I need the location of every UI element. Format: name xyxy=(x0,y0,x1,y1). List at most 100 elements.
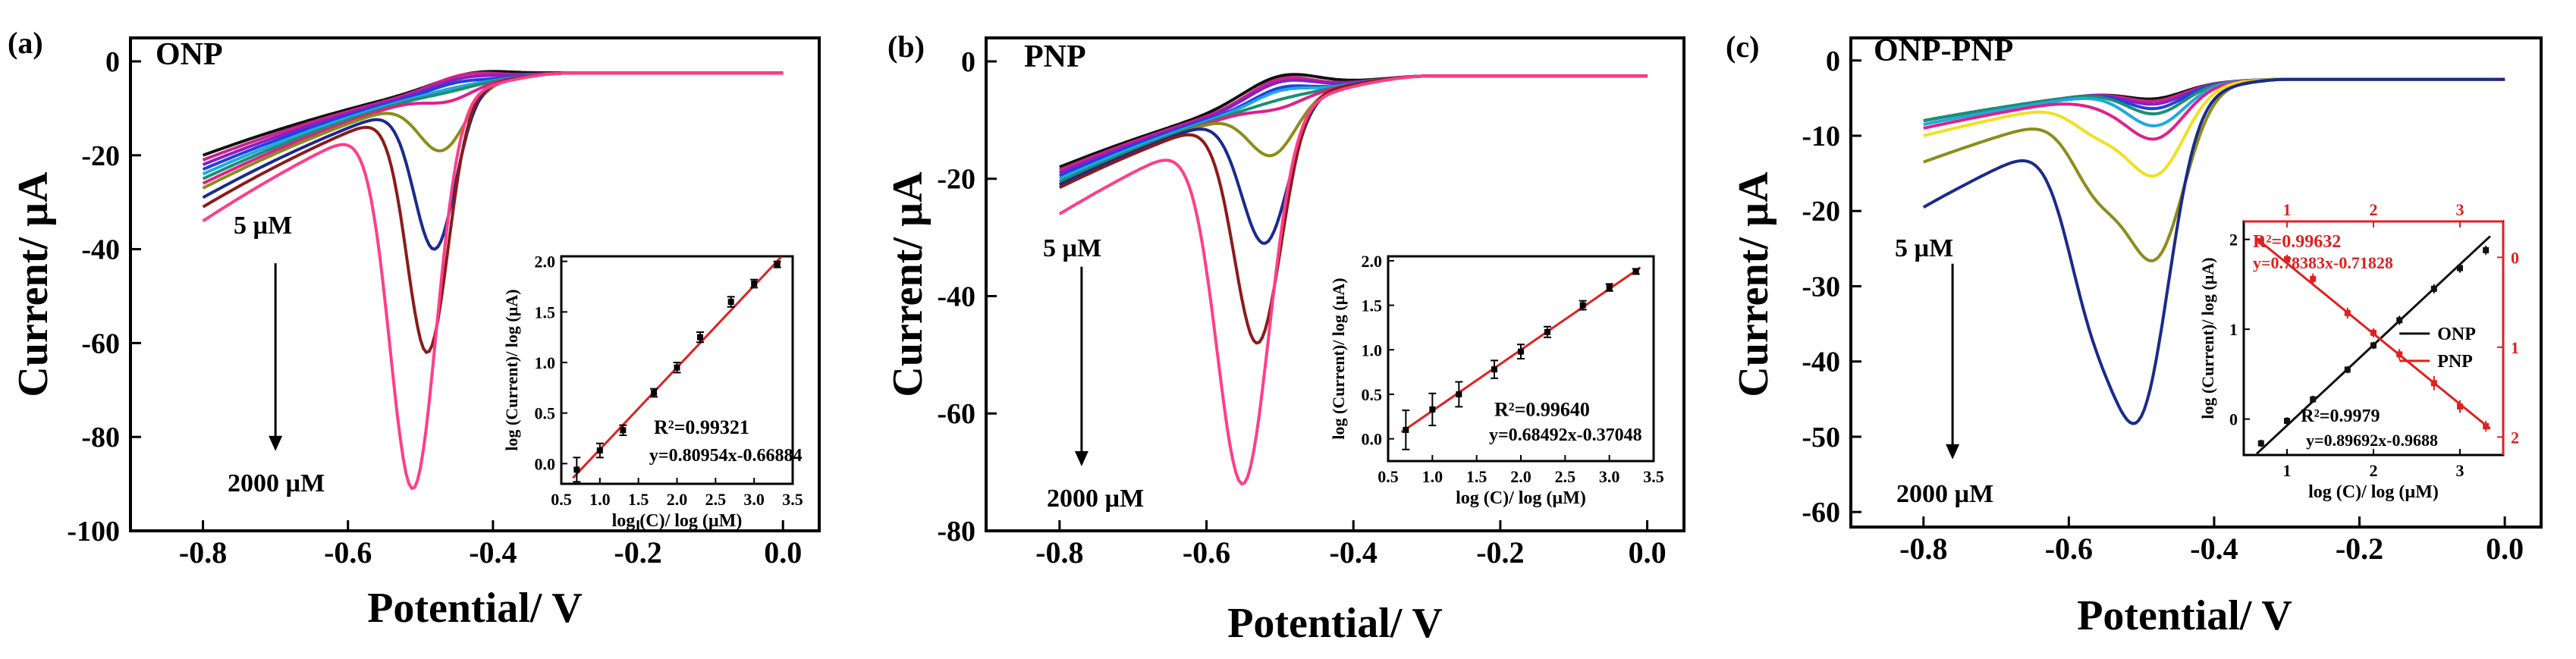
x-tick-label: -0.6 xyxy=(324,535,372,570)
inset-top-tick-label: 3 xyxy=(2456,200,2464,219)
curve-c4 xyxy=(1059,74,1648,177)
inset-x-tick-label: 2.0 xyxy=(667,490,688,509)
inset-y-tick-label: 0.5 xyxy=(1362,385,1383,404)
inset-plot: 0.5 1.0 1.5 2.0 2.5 3.0 3.5 0.0 0.5 1.0 1.5 2.0 log … xyxy=(1329,252,1664,508)
inset-x-tick-label: 3.5 xyxy=(782,490,803,509)
panel-title: ONP-PNP xyxy=(1874,33,2013,68)
inset-y-tick-label: 1.5 xyxy=(1362,297,1383,315)
arrow-head xyxy=(1946,444,1960,460)
x-tick-label: -0.8 xyxy=(179,535,227,570)
data-point xyxy=(620,427,627,434)
data-point xyxy=(596,447,603,453)
x-axis-title: Potential/ V xyxy=(367,585,583,632)
data-point xyxy=(774,261,781,268)
panel-title: PNP xyxy=(1024,39,1086,74)
x-tick-label: 0.0 xyxy=(764,535,802,570)
inset-plot: 0.5 1.0 1.5 2.0 2.5 3.0 3.5 0.0 0.5 1.0 1.5 2.0 log … xyxy=(502,253,803,531)
onp-data-point xyxy=(2483,246,2490,253)
fit-equation-onp: y=0.89692x-0.9688 xyxy=(2306,431,2438,450)
inset-y-tick-label: 0.0 xyxy=(1362,430,1383,449)
r-squared-label: R²=0.99321 xyxy=(654,416,749,438)
pnp-data-point xyxy=(2396,351,2403,358)
arrow-head xyxy=(1074,450,1089,466)
data-point xyxy=(1456,391,1462,397)
pnp-data-point xyxy=(2457,403,2463,410)
panel-a: -0.8 -0.6 -0.4 -0.2 0.0 0 -20 -40 -60 -80 -100 (a) O… xyxy=(8,26,821,632)
data-point xyxy=(697,334,703,340)
onp-data-point xyxy=(2344,366,2351,373)
data-point xyxy=(1579,302,1586,309)
y-tick-label: 0 xyxy=(1826,46,1840,77)
data-point xyxy=(1632,268,1639,275)
pnp-data-point xyxy=(2370,329,2377,336)
curve-c11 xyxy=(1058,74,1648,486)
inset-x-tick-label: 1 xyxy=(2283,461,2292,480)
onp-data-point xyxy=(2257,440,2264,447)
annotation-high-conc: 2000 µM xyxy=(1047,485,1144,513)
inset-y-tick-label: 2.0 xyxy=(1362,252,1383,271)
y-tick-label: -100 xyxy=(67,516,120,548)
y-tick-label: 0 xyxy=(105,46,120,78)
curve-c11 xyxy=(202,71,784,491)
y-tick-label: -20 xyxy=(81,140,120,172)
onp-data-point xyxy=(2284,417,2290,424)
panel-title: ONP xyxy=(156,37,223,72)
y-tick-label: -60 xyxy=(1802,497,1840,529)
y-tick-label: -30 xyxy=(1802,271,1840,303)
inset-y-tick-label: 1.5 xyxy=(535,303,556,322)
legend-label: PNP xyxy=(2437,352,2473,372)
inset-x-tick-label: 1.5 xyxy=(1466,467,1487,486)
y-axis-title: Current/ µA xyxy=(884,171,931,397)
data-point xyxy=(1544,328,1550,335)
plot-frame xyxy=(985,36,1685,532)
x-tick-label: -0.8 xyxy=(1899,532,1947,566)
data-point xyxy=(674,364,680,371)
y-axis-title: Current/ µA xyxy=(10,171,57,397)
inset-x-tick-label: 3.5 xyxy=(1643,467,1664,486)
data-point xyxy=(1403,426,1409,433)
y-tick-label: -50 xyxy=(1802,422,1840,453)
data-point xyxy=(1491,366,1497,373)
arrow-head xyxy=(269,435,283,451)
inset-y-tick-label: 2.0 xyxy=(535,253,556,271)
inset-y-title: log (Current)/ log (µA) xyxy=(2198,257,2217,419)
x-tick-label: -0.2 xyxy=(614,535,661,570)
data-point xyxy=(751,281,758,287)
x-tick-label: -0.2 xyxy=(1476,535,1524,570)
x-tick-label: -0.4 xyxy=(1330,535,1378,570)
curve-c10 xyxy=(1922,77,2505,425)
pnp-data-point xyxy=(2284,256,2290,262)
r-squared-label: R²=0.99640 xyxy=(1494,399,1590,421)
curve-c1 xyxy=(1059,73,1648,169)
onp-data-point xyxy=(2430,285,2437,292)
inset-x-tick-label: 2.0 xyxy=(1510,467,1531,486)
data-point xyxy=(651,390,657,396)
panel-b: -0.8 -0.6 -0.4 -0.2 0.0 0 -20 -40 -60 -80 (b) PNP Po… xyxy=(884,30,1685,647)
y-tick-label: -10 xyxy=(1802,121,1840,152)
inset-y-tick-label: 1.0 xyxy=(535,353,556,372)
inset-x-tick-label: 0.5 xyxy=(551,490,572,509)
pnp-data-point xyxy=(2430,380,2437,387)
inset-x-tick-label: 0.5 xyxy=(1378,467,1399,486)
annotation-high-conc: 2000 µM xyxy=(228,469,325,497)
x-tick-label: -0.8 xyxy=(1035,535,1083,570)
x-axis-title: Potential/ V xyxy=(1227,600,1443,647)
inset-x-tick-label: 2.5 xyxy=(705,490,727,509)
inset-top-tick-label: 1 xyxy=(2283,200,2292,219)
y-tick-label: -60 xyxy=(937,398,975,430)
fit-equation-pnp: y=0.78383x-0.71828 xyxy=(2253,253,2393,272)
x-tick-label: -0.4 xyxy=(2190,532,2238,566)
x-tick-label: -0.6 xyxy=(2045,532,2093,566)
inset-x-tick-label: 2.5 xyxy=(1555,467,1576,486)
y-tick-label: 0 xyxy=(961,46,975,78)
x-tick-label: -0.6 xyxy=(1183,535,1230,570)
pnp-data-point xyxy=(2344,309,2351,316)
x-axis-title: Potential/ V xyxy=(2077,592,2292,639)
inset-plot: 1 2 3 1 2 3 0 1 2 0 1 2 log (C)/ log (µM) log (Curren… xyxy=(2198,200,2519,502)
y-axis-title: Current/ µA xyxy=(1730,171,1777,397)
annotation-high-conc: 2000 µM xyxy=(1896,480,1993,508)
inset-top-tick-label: 2 xyxy=(2370,200,2378,219)
onp-data-point xyxy=(2370,342,2377,349)
inset-x-tick-label: 1.0 xyxy=(1422,467,1444,486)
annotation-low-conc: 5 µM xyxy=(1895,234,1953,262)
